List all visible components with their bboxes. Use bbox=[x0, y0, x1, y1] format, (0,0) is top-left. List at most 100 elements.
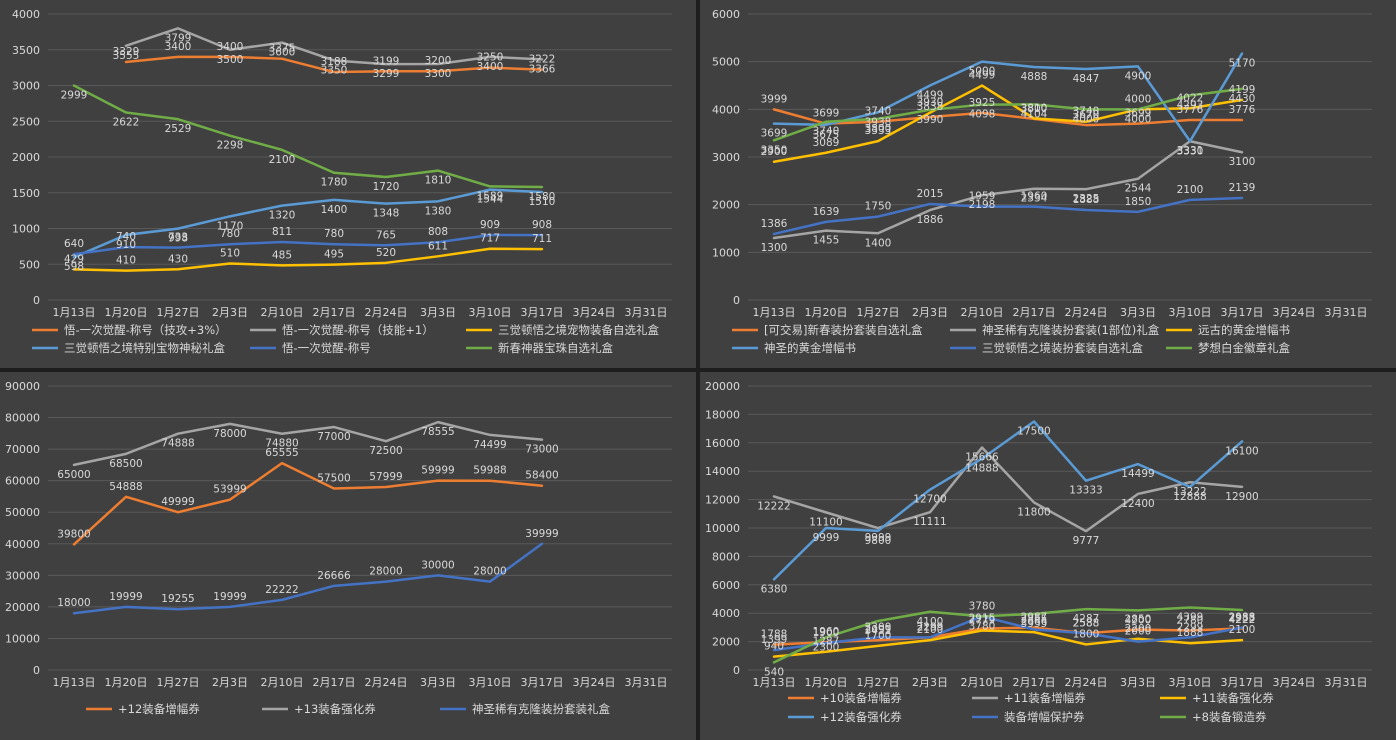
data-label: 1959 bbox=[969, 191, 996, 203]
data-label: 1400 bbox=[865, 237, 892, 249]
series-line bbox=[772, 606, 1244, 664]
data-label: 11800 bbox=[1017, 506, 1050, 518]
x-tick-label: 3月10日 bbox=[469, 306, 512, 319]
data-label: 1580 bbox=[529, 191, 556, 203]
data-label: 22222 bbox=[265, 584, 298, 596]
data-label: 3400 bbox=[165, 41, 192, 53]
y-tick-label: 2000 bbox=[712, 199, 740, 212]
data-label: 3100 bbox=[1229, 156, 1256, 168]
y-tick-label: 6000 bbox=[712, 579, 740, 592]
data-label: 910 bbox=[116, 239, 136, 251]
data-label: 808 bbox=[428, 226, 448, 238]
data-label: 57500 bbox=[317, 473, 350, 485]
data-label: 3675 bbox=[813, 129, 840, 141]
y-tick-label: 5000 bbox=[712, 56, 740, 69]
data-label: 430 bbox=[168, 253, 188, 265]
legend-label: +11装备增幅券 bbox=[1004, 691, 1086, 705]
data-label: 3333 bbox=[865, 125, 892, 137]
legend-label: 三觉顿悟之境装扮套装自选礼盒 bbox=[982, 341, 1143, 355]
data-label: 1888 bbox=[1073, 194, 1100, 206]
data-label: 59999 bbox=[421, 465, 454, 477]
data-label: 1639 bbox=[813, 206, 840, 218]
data-label: 3400 bbox=[477, 61, 504, 73]
x-tick-label: 3月31日 bbox=[625, 676, 668, 689]
chart-panel-1: 0 500 1000 1500 2000 2500 3000 3500 4000 1月13日 1月2… bbox=[0, 0, 696, 368]
data-label: 2099 bbox=[865, 624, 892, 636]
x-tick-label: 2月3日 bbox=[212, 306, 248, 319]
data-label: 811 bbox=[272, 226, 292, 238]
data-label: 1287 bbox=[813, 636, 840, 648]
data-label: 1386 bbox=[761, 218, 788, 230]
legend-label: 新春神器宝珠自选礼盒 bbox=[498, 341, 613, 355]
data-label: 3740 bbox=[1073, 106, 1100, 118]
x-tick-label: 2月10日 bbox=[261, 306, 304, 319]
data-label: 1300 bbox=[761, 242, 788, 254]
data-label: 2100 bbox=[1229, 624, 1256, 636]
data-label: 3330 bbox=[1177, 145, 1204, 157]
data-label: 6380 bbox=[761, 583, 788, 595]
x-tick-label: 1月13日 bbox=[53, 306, 96, 319]
data-label: 2198 bbox=[969, 199, 996, 211]
data-label: 1348 bbox=[373, 208, 400, 220]
data-label: 59988 bbox=[473, 465, 506, 477]
data-label: 1888 bbox=[1177, 627, 1204, 639]
y-tick-label: 3500 bbox=[12, 44, 40, 57]
data-label: 2325 bbox=[1073, 193, 1100, 205]
x-tick-label: 2月17日 bbox=[1013, 676, 1056, 689]
data-label: 3188 bbox=[321, 56, 348, 68]
data-label: 2000 bbox=[1125, 626, 1152, 638]
x-tick-label: 1月13日 bbox=[753, 676, 796, 689]
y-tick-label: 60000 bbox=[5, 475, 40, 488]
legend-label: 梦想白金徽章礼盒 bbox=[1198, 341, 1290, 355]
x-tick-label: 2月3日 bbox=[912, 676, 948, 689]
data-label: 4222 bbox=[1229, 614, 1256, 626]
legend-label: 神圣稀有克隆装扮套装礼盒 bbox=[472, 702, 610, 716]
x-tick-label: 2月3日 bbox=[212, 676, 248, 689]
y-tick-label: 14000 bbox=[705, 465, 740, 478]
data-label: 2900 bbox=[761, 146, 788, 158]
series-line bbox=[124, 55, 544, 74]
data-label: 11100 bbox=[809, 516, 842, 528]
data-label: 2529 bbox=[165, 123, 192, 135]
legend-label: [可交易]新春装扮套装自选礼盒 bbox=[764, 323, 923, 337]
y-tick-label: 50000 bbox=[5, 506, 40, 519]
x-tick-label: 2月10日 bbox=[961, 676, 1004, 689]
data-label: 598 bbox=[64, 261, 84, 273]
data-label: 2999 bbox=[61, 90, 88, 102]
data-label: 14499 bbox=[1121, 468, 1154, 480]
data-label: 1886 bbox=[917, 214, 944, 226]
data-label: 2298 bbox=[217, 140, 244, 152]
y-tick-label: 20000 bbox=[705, 380, 740, 393]
data-label: 2299 bbox=[917, 621, 944, 633]
data-label: 3699 bbox=[813, 108, 840, 120]
data-label: 13333 bbox=[1069, 485, 1102, 497]
x-tick-label: 1月20日 bbox=[805, 306, 848, 319]
data-label: 3350 bbox=[761, 144, 788, 156]
data-label: 3200 bbox=[425, 55, 452, 67]
y-tick-label: 2000 bbox=[712, 636, 740, 649]
data-label: 520 bbox=[376, 247, 396, 259]
data-label: 4104 bbox=[1021, 108, 1048, 120]
x-tick-label: 2月10日 bbox=[261, 676, 304, 689]
data-label: 1900 bbox=[813, 627, 840, 639]
y-tick-label: 70000 bbox=[5, 443, 40, 456]
x-tick-label: 2月17日 bbox=[313, 676, 356, 689]
series-line bbox=[72, 420, 544, 467]
data-label: 2299 bbox=[917, 621, 944, 633]
data-label: 74888 bbox=[161, 438, 194, 450]
data-label: 72500 bbox=[369, 445, 402, 457]
legend-label: 三觉顿悟之境宠物装备自选礼盒 bbox=[498, 323, 659, 337]
data-label: 998 bbox=[168, 233, 188, 245]
x-tick-label: 3月24日 bbox=[573, 676, 616, 689]
series-line bbox=[72, 542, 544, 615]
data-label: 611 bbox=[428, 240, 448, 252]
data-label: 4900 bbox=[1125, 70, 1152, 82]
series-line bbox=[72, 461, 544, 546]
data-label: 3925 bbox=[969, 97, 996, 109]
legend-label: 神圣稀有克隆装扮套装(1部位)礼盒 bbox=[982, 323, 1160, 337]
x-tick-label: 1月20日 bbox=[105, 676, 148, 689]
data-label: 11111 bbox=[913, 516, 946, 528]
data-label: 2855 bbox=[1021, 613, 1048, 625]
x-tick-label: 3月31日 bbox=[1325, 676, 1368, 689]
data-label: 68500 bbox=[109, 458, 142, 470]
